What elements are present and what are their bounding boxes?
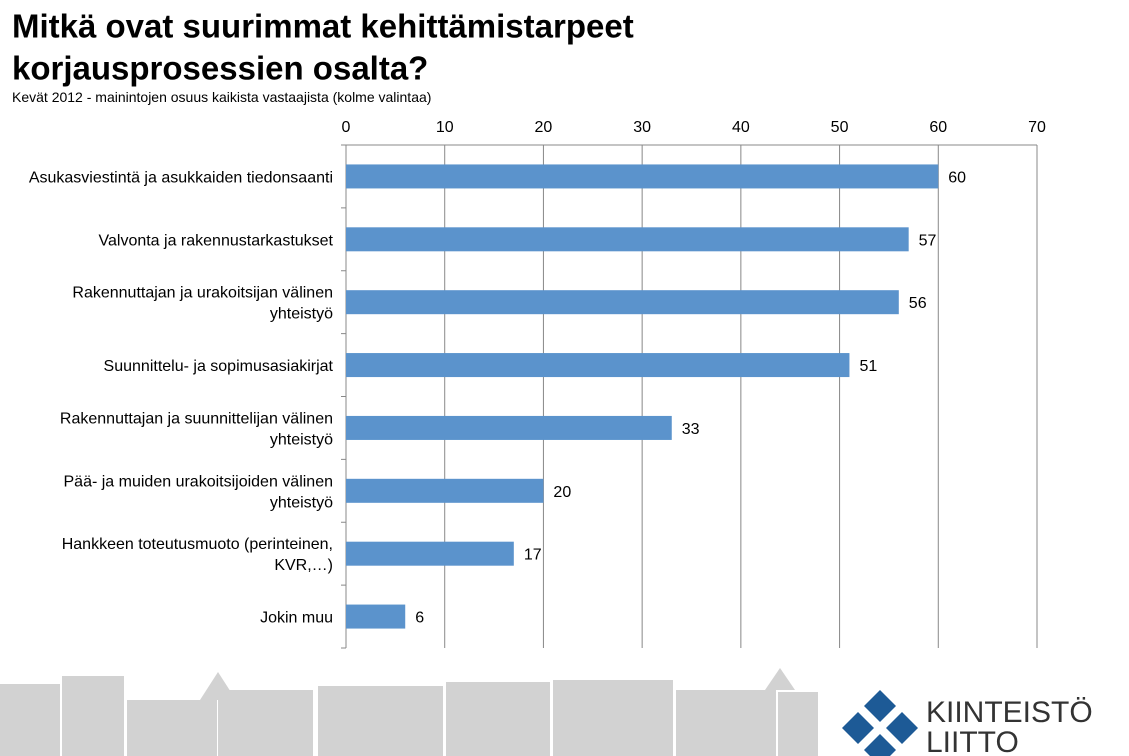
bar	[346, 478, 544, 503]
bar	[346, 353, 850, 378]
y-tick-label: Asukasviestintä ja asukkaiden tiedonsaan…	[29, 169, 333, 186]
bar	[346, 604, 406, 629]
y-tick-label: Rakennuttajan ja suunnittelijan välinen y…	[60, 410, 333, 448]
data-label: 17	[524, 547, 542, 564]
data-label: 6	[415, 610, 424, 627]
data-label: 60	[948, 169, 966, 186]
chart-subtitle: Kevät 2012 - mainintojen osuus kaikista …	[12, 89, 431, 105]
logo-mark	[842, 690, 918, 756]
data-label: 20	[553, 484, 571, 501]
logo-text: LIITTO	[926, 726, 1019, 756]
x-tick-label: 0	[342, 119, 351, 136]
x-tick-label: 20	[535, 119, 553, 136]
y-tick-label: Valvonta ja rakennustarkastukset	[99, 232, 334, 249]
x-tick-label: 50	[831, 119, 849, 136]
skyline-decoration	[0, 668, 818, 756]
x-tick-label: 30	[633, 119, 651, 136]
data-label: 33	[682, 421, 700, 438]
bar	[346, 164, 939, 189]
data-label: 57	[919, 232, 937, 249]
y-tick-label: Rakennuttajan ja urakoitsijan välinen yht…	[72, 285, 333, 323]
chart-title: Mitkä ovat suurimmat kehittämistarpeet ko…	[12, 8, 634, 87]
bar	[346, 541, 514, 566]
data-label: 56	[909, 295, 927, 312]
x-tick-label: 70	[1028, 119, 1046, 136]
bar	[346, 227, 909, 252]
data-label: 51	[859, 358, 877, 375]
y-tick-label: Suunnittelu- ja sopimusasiakirjat	[104, 358, 334, 375]
y-tick-label: Hankkeen toteutusmuoto (perinteinen, KVR,…	[62, 536, 333, 574]
x-tick-label: 40	[732, 119, 750, 136]
bar	[346, 415, 672, 440]
y-tick-label: Jokin muu	[260, 610, 333, 627]
bar	[346, 290, 899, 315]
x-tick-label: 60	[929, 119, 947, 136]
logo-text: KIINTEISTÖ	[926, 696, 1093, 729]
x-tick-label: 10	[436, 119, 454, 136]
y-tick-label: Pää- ja muiden urakoitsijoiden välinen yh…	[64, 473, 334, 511]
